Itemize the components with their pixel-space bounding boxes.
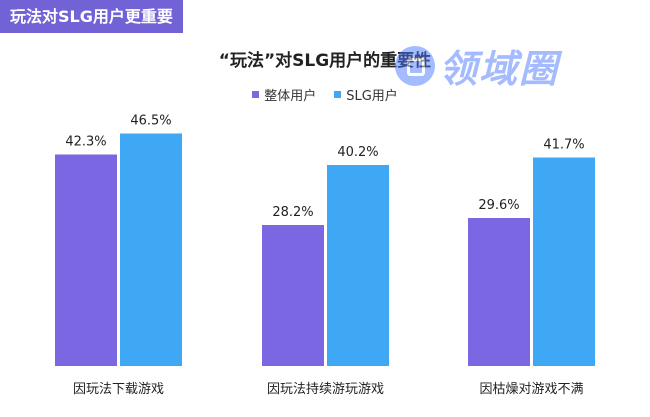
category-label-0: 因玩法下载游戏 xyxy=(73,382,164,397)
legend-swatch-overall xyxy=(252,91,260,98)
data-label-slg-2: 41.7% xyxy=(543,138,584,153)
legend-item-overall: 整体用户 xyxy=(252,85,316,104)
watermark-text: 领域圈 xyxy=(439,47,560,91)
chart-legend: 整体用户 SLG用户 xyxy=(0,85,650,104)
data-label-slg-1: 40.2% xyxy=(337,145,378,160)
bar-slg-0 xyxy=(120,133,182,366)
legend-label-slg: SLG用户 xyxy=(346,89,398,104)
bar-overall-1 xyxy=(262,225,324,366)
legend-label-overall: 整体用户 xyxy=(264,89,317,104)
bar-slg-2 xyxy=(533,157,595,366)
category-label-1: 因玩法持续游玩游戏 xyxy=(267,382,384,397)
bar-overall-2 xyxy=(468,218,530,366)
data-label-overall-1: 28.2% xyxy=(272,205,313,220)
legend-swatch-slg xyxy=(334,91,342,98)
watermark: 领域圈 xyxy=(395,38,559,93)
data-label-slg-0: 46.5% xyxy=(130,114,171,129)
bar-overall-0 xyxy=(55,154,117,366)
data-label-overall-2: 29.6% xyxy=(478,198,519,213)
logo-icon xyxy=(395,45,435,86)
section-banner: 玩法对SLG用户更重要 xyxy=(0,0,183,33)
category-label-2: 因枯燥对游戏不满 xyxy=(479,382,583,397)
banner-text: 玩法对SLG用户更重要 xyxy=(10,7,173,26)
data-label-overall-0: 42.3% xyxy=(65,135,106,150)
bar-slg-1 xyxy=(327,165,389,366)
legend-item-slg: SLG用户 xyxy=(334,85,398,104)
chart-title: “玩法”对SLG用户的重要性 xyxy=(218,51,432,71)
